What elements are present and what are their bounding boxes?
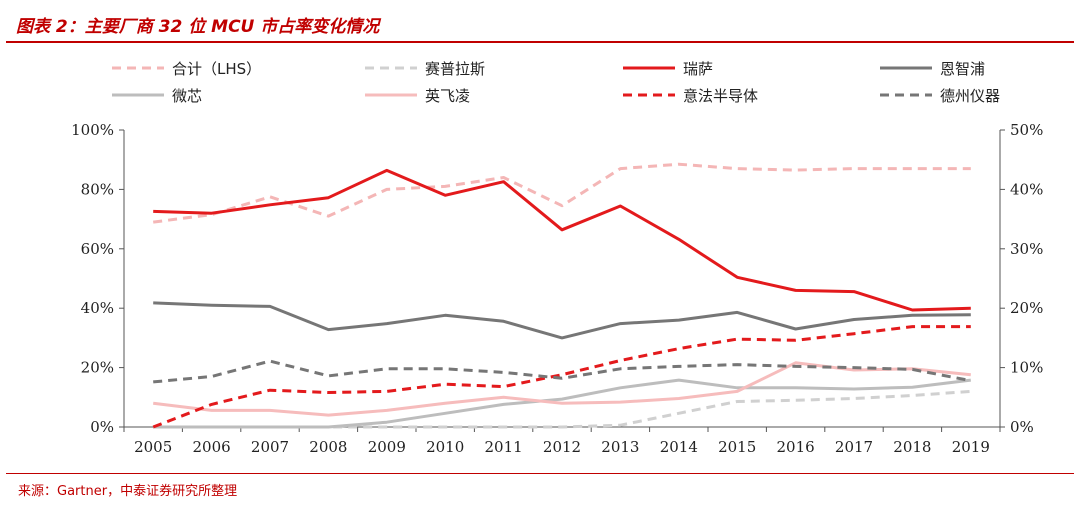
y-left-tick-label: 100%	[71, 121, 114, 139]
x-tick-label: 2007	[251, 438, 289, 456]
title-rule	[6, 41, 1074, 43]
series-line-8	[153, 359, 972, 384]
legend-label-2: 赛普拉斯	[425, 60, 485, 78]
x-tick-label: 2008	[309, 438, 347, 456]
legend-label-3: 瑞萨	[683, 60, 713, 78]
y-right-tick-label: 40%	[1010, 180, 1043, 198]
y-right-tick-label: 10%	[1010, 359, 1043, 377]
y-right-tick-label: 30%	[1010, 240, 1043, 258]
y-left-tick-label: 0%	[90, 418, 114, 436]
x-tick-label: 2005	[134, 438, 172, 456]
y-left-tick-label: 40%	[81, 299, 114, 317]
x-tick-label: 2010	[426, 438, 464, 456]
series-line-3	[153, 168, 971, 312]
legend-label-6: 英飞凌	[425, 87, 470, 105]
x-tick-label: 2016	[777, 438, 815, 456]
x-tick-label: 2019	[952, 438, 990, 456]
series-line-2	[153, 389, 971, 429]
series-line-7	[152, 325, 971, 429]
figure-title-bar: 图表 2：主要厂商 32 位 MCU 市占率变化情况	[6, 6, 1074, 40]
y-right-tick-label: 50%	[1010, 121, 1043, 139]
source-rule	[6, 473, 1074, 474]
y-right-tick-label: 0%	[1010, 418, 1034, 436]
series-line-6	[153, 361, 971, 417]
x-tick-label: 2011	[485, 438, 523, 456]
legend-label-4: 恩智浦	[940, 60, 985, 78]
series-line-4	[153, 301, 971, 340]
x-tick-label: 2014	[660, 438, 698, 456]
legend-label-8: 德州仪器	[940, 87, 1000, 105]
figure-title: 图表 2：主要厂商 32 位 MCU 市占率变化情况	[16, 17, 380, 37]
x-tick-label: 2009	[368, 438, 406, 456]
legend-label-5: 微芯	[172, 87, 202, 105]
series-line-5	[153, 378, 971, 429]
x-tick-label: 2017	[835, 438, 873, 456]
legend-label-1: 合计（LHS）	[172, 60, 261, 78]
legend-label-7: 意法半导体	[683, 87, 758, 105]
x-tick-label: 2012	[543, 438, 581, 456]
y-right-tick-label: 20%	[1010, 299, 1043, 317]
x-tick-label: 2018	[893, 438, 931, 456]
line-chart: 0% 20% 40% 60% 80% 100% 0% 10% 20% 30% 40% 50% 2005 2…	[71, 60, 1043, 456]
x-tick-label: 2006	[193, 438, 231, 456]
x-tick-label: 2015	[718, 438, 756, 456]
y-left-tick-label: 20%	[81, 359, 114, 377]
series-line-1	[153, 162, 971, 224]
source-note: 来源：Gartner，中泰证券研究所整理	[18, 484, 238, 499]
x-tick-label: 2013	[601, 438, 639, 456]
y-left-tick-label: 60%	[81, 240, 114, 258]
y-left-tick-label: 80%	[81, 180, 114, 198]
